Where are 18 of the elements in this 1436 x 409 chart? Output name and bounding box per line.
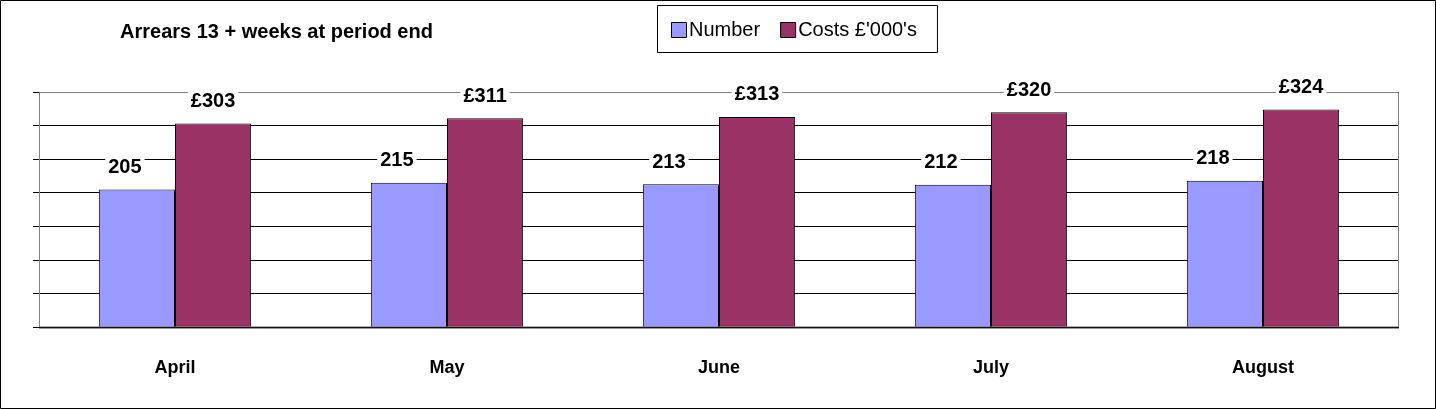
data-label: £303	[190, 89, 236, 112]
data-label: 215	[380, 148, 414, 171]
legend-label: Costs £'000's	[798, 17, 917, 40]
x-tick-label: August	[1232, 357, 1294, 378]
legend-label: Number	[689, 17, 761, 40]
data-label: £311	[463, 83, 507, 106]
data-label: £324	[1278, 75, 1325, 97]
data-label: 218	[1196, 146, 1230, 169]
x-tick-label: April	[154, 357, 196, 378]
data-label: £320	[1006, 77, 1052, 100]
data-label: £313	[734, 82, 780, 105]
x-tick-label: June	[697, 357, 741, 378]
x-tick-label: July	[972, 357, 1010, 378]
chart-title: Arrears 13 + weeks at period end	[120, 19, 433, 42]
data-label: 212	[924, 150, 958, 173]
x-tick-label: May	[429, 357, 465, 378]
data-label: 205	[108, 155, 142, 178]
data-label: 213	[652, 149, 686, 172]
